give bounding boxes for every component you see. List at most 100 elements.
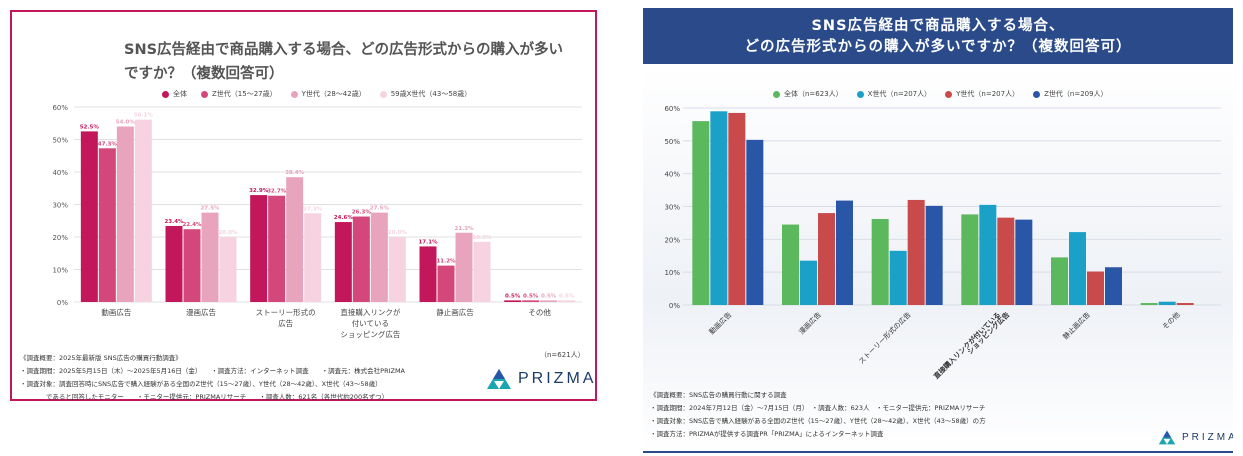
x-category-label: 付いている (352, 318, 389, 328)
left-legend-item: 全体 (162, 89, 187, 99)
right-note-line: ・調査期間：2024年7月12日（金）〜7月15日（月） ・調査人数：623人 … (650, 404, 986, 412)
right-survey-notes: 《調査概要：SNS広告の購買行動に関する調査・調査期間：2024年7月12日（金… (650, 389, 986, 441)
left-legend: 全体 Z世代（15〜27歳） Y世代（28〜42歳） 59歳X世代（43〜58歳） (162, 89, 471, 99)
bar (80, 131, 98, 302)
x-category-label: その他 (528, 307, 551, 317)
legend-label: 全体 (173, 90, 187, 98)
bar (304, 213, 322, 302)
data-label: 52.5% (80, 124, 100, 130)
x-category-label: 静止画広告 (436, 307, 474, 317)
y-tick-label: 30% (664, 204, 680, 212)
data-label: 0.5% (505, 293, 521, 299)
data-label: 56.1% (134, 113, 154, 119)
bar (419, 246, 437, 302)
x-category-label: 直接購入リンクが付いている (932, 310, 1003, 381)
bar (116, 126, 134, 302)
right-legend-item: Y世代（n=207人） (945, 89, 1019, 99)
right-legend: 全体（n=623人） X世代（n=207人） Y世代（n=207人） Z世代（n=20… (773, 89, 1108, 99)
bar (250, 195, 268, 302)
x-category-label: その他 (1160, 310, 1181, 331)
right-title-line1: SNS広告経由で商品購入する場合、 (811, 18, 1065, 34)
x-category-label: 漫画広告 (186, 307, 216, 317)
legend-swatch (945, 90, 953, 98)
bar (997, 217, 1015, 305)
bar (165, 225, 183, 302)
bar (871, 218, 889, 305)
bar (219, 237, 237, 302)
bar (925, 205, 943, 305)
y-tick-label: 0% (669, 302, 680, 310)
bar (388, 237, 406, 302)
data-label: 27.3% (303, 206, 323, 212)
legend-swatch (162, 90, 169, 98)
y-tick-label: 20% (52, 234, 68, 242)
bar (268, 195, 286, 302)
legend-label: Z世代（15〜27歳） (212, 90, 277, 98)
bar (540, 300, 558, 302)
right-logo-text: PRIZMA (1182, 432, 1233, 443)
data-label: 27.5% (200, 206, 220, 212)
bar (201, 212, 219, 302)
bar (134, 119, 152, 302)
x-category-label: 直接購入リンクが (340, 307, 400, 317)
left-note-line: ・調査期間：2025年5月15日（木）〜2025年5月16日（金） ・調査方法：… (20, 367, 406, 375)
y-tick-label: 40% (664, 171, 680, 179)
bar (1158, 301, 1176, 305)
bar (1176, 303, 1194, 305)
left-note-line: であると回答したモニター ・モニター提供元：PRIZMAリサーチ ・調査人数：6… (20, 393, 389, 401)
bar (907, 199, 925, 305)
bar (352, 216, 370, 302)
y-tick-label: 40% (52, 169, 68, 177)
bar (98, 148, 116, 302)
x-category-label: 動画広告 (101, 307, 131, 317)
bar (1140, 303, 1158, 305)
right-chart-header: SNS広告経由で商品購入する場合、 どの広告形式からの購入が多いですか？（複数回… (643, 8, 1233, 64)
y-tick-label: 10% (664, 269, 680, 277)
bar (370, 212, 388, 302)
right-bar-chart: 0% 10% 20% 30% 40% 50% 60% 動画広告 漫画広告 ストーリー形式の広告 直接… (664, 105, 1221, 381)
legend-swatch (1033, 90, 1041, 98)
left-legend-item: 59歳X世代（43〜58歳） (379, 89, 471, 99)
left-bar-chart: 0% 10% 20% 30% 40% 50% 60% 52.5% 47.3% 54.0%56.1%… (52, 104, 582, 339)
right-prizma-logo: PRIZMA (1158, 430, 1233, 445)
x-category-label: ショッピング広告 (965, 310, 1011, 356)
right-legend-item: 全体（n=623人） (773, 89, 843, 99)
bar (286, 177, 304, 302)
y-tick-label: 20% (664, 236, 680, 244)
prizma-logo-icon (487, 369, 511, 389)
data-label: 0.5% (523, 293, 539, 299)
data-label: 22.4% (182, 222, 202, 228)
right-note-line: 《調査概要：SNS広告の購買行動に関する調査 (650, 391, 787, 399)
bar (1015, 219, 1033, 305)
y-tick-label: 50% (52, 137, 68, 145)
y-tick-label: 60% (52, 104, 68, 112)
bar (782, 224, 799, 305)
bar (1087, 271, 1104, 305)
bar (334, 222, 352, 302)
legend-label: Y世代（n=207人） (956, 90, 1020, 98)
legend-label: X世代（n=207人） (867, 90, 932, 98)
data-label: 17.1% (418, 239, 438, 245)
x-category-label: ストーリー形式の広告 (857, 310, 913, 366)
bar (558, 300, 576, 302)
data-label: 11.2% (436, 259, 456, 265)
bar (473, 241, 491, 302)
legend-swatch (856, 90, 864, 98)
y-tick-label: 60% (664, 105, 680, 113)
bar (1105, 267, 1122, 305)
data-label: 23.4% (164, 219, 184, 225)
legend-swatch (379, 90, 387, 98)
right-legend-item: Z世代（n=209人） (1033, 89, 1108, 99)
data-label: 18.5% (472, 235, 492, 241)
bar (1069, 232, 1086, 305)
legend-swatch (773, 90, 780, 98)
bar (746, 139, 764, 305)
bar (961, 214, 979, 305)
data-label: 47.3% (98, 141, 118, 147)
bar (710, 111, 728, 306)
left-survey-notes: 《調査概要：2025年最新版 SNS広告の購買行動調査》 ・調査期間：2025年5… (20, 352, 405, 404)
bar (437, 265, 455, 302)
x-category-label: 静止画広告 (1061, 310, 1092, 341)
left-note-line: ・調査対象：調査回答時にSNS広告で購入経験がある全国のZ世代（15〜27歳）、… (20, 380, 382, 388)
data-label: 26.3% (352, 210, 372, 216)
